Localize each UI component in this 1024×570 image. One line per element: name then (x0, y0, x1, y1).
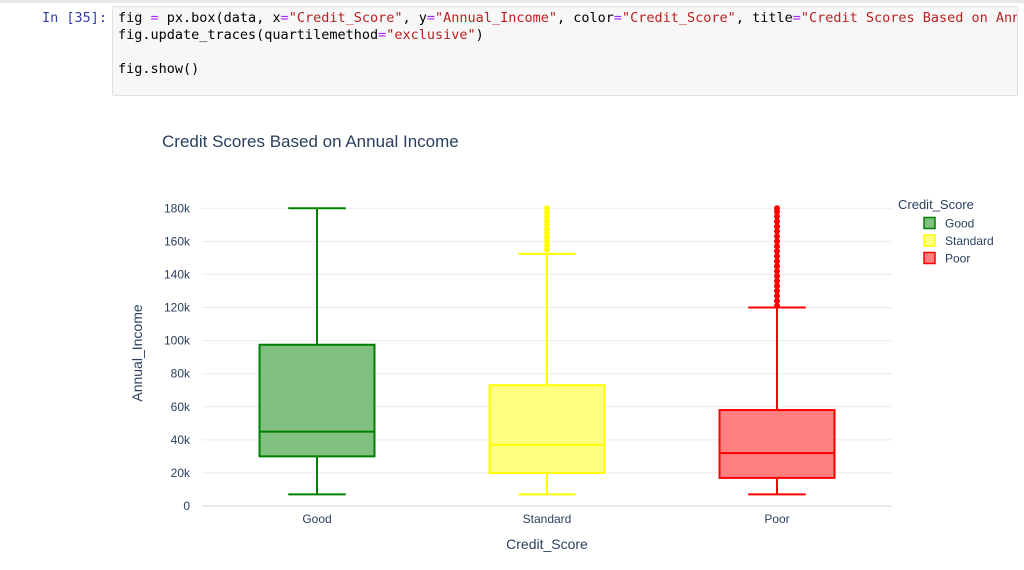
code-token: px.box(data, x (158, 10, 281, 26)
outlier-point[interactable] (774, 223, 780, 230)
outlier-point[interactable] (544, 213, 550, 220)
code-token: "exclusive" (386, 27, 476, 43)
outlier-point[interactable] (774, 258, 780, 265)
outlier-point[interactable] (544, 238, 550, 245)
y-axis-title: Annual_Income (129, 304, 145, 402)
code-line: fig.update_traces(quartilemethod="exclus… (118, 27, 484, 43)
outlier-point[interactable] (774, 248, 780, 255)
code-token: "Annual_Income" (435, 10, 557, 26)
outlier-point[interactable] (544, 234, 550, 241)
outlier-point[interactable] (774, 292, 780, 299)
code-token: fig (118, 10, 151, 26)
code-line: fig = px.box(data, x="Credit_Score", y="… (118, 10, 1018, 26)
code-token: ) (475, 27, 484, 43)
box-good[interactable] (258, 343, 376, 458)
outlier-point[interactable] (774, 233, 780, 240)
code-line: fig.show() (118, 61, 199, 77)
outlier-point[interactable] (774, 243, 780, 250)
code-token: "Credit_Score" (288, 10, 403, 26)
y-tick-label: 80k (171, 367, 191, 381)
code-token: , color (556, 10, 614, 26)
plotly-figure[interactable]: Credit Scores Based on Annual Income 0 20k… (112, 110, 1016, 565)
outlier-point[interactable] (774, 228, 780, 235)
y-tick-label: 160k (164, 234, 191, 248)
code-token: = (280, 10, 289, 26)
outlier-point[interactable] (774, 218, 780, 225)
y-tick-label: 40k (171, 433, 191, 447)
code-token: , y (402, 10, 427, 26)
y-tick-label: 180k (164, 201, 191, 215)
x-axis-title: Credit_Score (506, 536, 588, 552)
box-poor[interactable] (718, 409, 836, 479)
cell-execution-prompt: In [35]: (41, 10, 107, 26)
code-token: "Credit Scores Based on Annual I (800, 10, 1018, 26)
legend-title: Credit_Score (898, 197, 974, 212)
x-tick-label: Standard (523, 512, 572, 526)
legend-label-good: Good (945, 217, 974, 231)
code-token: = (613, 10, 623, 26)
outlier-point[interactable] (544, 230, 550, 237)
legend-label-poor: Poor (945, 252, 970, 266)
box-standard[interactable] (488, 384, 606, 474)
outlier-point[interactable] (544, 225, 550, 232)
code-cell-editor[interactable]: fig = px.box(data, x="Credit_Score", y="… (112, 6, 1018, 96)
outlier-point[interactable] (544, 209, 550, 216)
outlier-point[interactable] (774, 238, 780, 245)
code-token: fig.update_traces(quartilemethod (118, 27, 379, 43)
outlier-point[interactable] (544, 246, 550, 253)
legend-label-standard: Standard (945, 234, 994, 248)
outlier-point[interactable] (544, 221, 550, 228)
outlier-point[interactable] (774, 283, 780, 290)
y-tick-label: 140k (164, 267, 191, 281)
outlier-point[interactable] (774, 263, 780, 270)
outlier-point[interactable] (774, 287, 780, 294)
y-tick-label: 60k (171, 400, 191, 414)
outlier-point[interactable] (774, 268, 780, 275)
y-tick-label: 120k (164, 301, 191, 315)
x-tick-label: Poor (764, 512, 789, 526)
code-token: = (378, 27, 387, 43)
code-token: = (426, 10, 436, 26)
outlier-point[interactable] (774, 205, 780, 212)
chart-title: Credit Scores Based on Annual Income (162, 132, 459, 151)
outlier-point[interactable] (774, 273, 780, 280)
code-token: , title (735, 10, 793, 26)
x-tick-label: Good (302, 512, 331, 526)
outlier-point[interactable] (544, 242, 550, 249)
box-plot-chart[interactable]: Credit Scores Based on Annual Income 0 20k… (112, 110, 1016, 565)
legend-swatch-good[interactable] (923, 216, 936, 230)
legend-swatch-poor[interactable] (923, 251, 936, 265)
code-text[interactable]: fig = px.box(data, x="Credit_Score", y="… (113, 7, 1017, 78)
legend-swatch-standard[interactable] (923, 234, 936, 247)
y-tick-label: 100k (164, 334, 191, 348)
code-token: fig.show() (118, 61, 200, 77)
outlier-point[interactable] (544, 217, 550, 224)
outlier-point[interactable] (774, 297, 780, 304)
y-tick-label: 0 (183, 499, 190, 513)
outlier-point[interactable] (544, 205, 550, 212)
outlier-point[interactable] (774, 213, 780, 220)
outlier-point[interactable] (774, 253, 780, 260)
code-token: = (150, 10, 159, 26)
code-token: "Credit_Score" (622, 10, 736, 26)
outlier-point[interactable] (774, 278, 780, 285)
y-tick-label: 20k (171, 466, 191, 480)
cell-top-divider (0, 0, 1024, 3)
code-token: = (792, 10, 801, 26)
